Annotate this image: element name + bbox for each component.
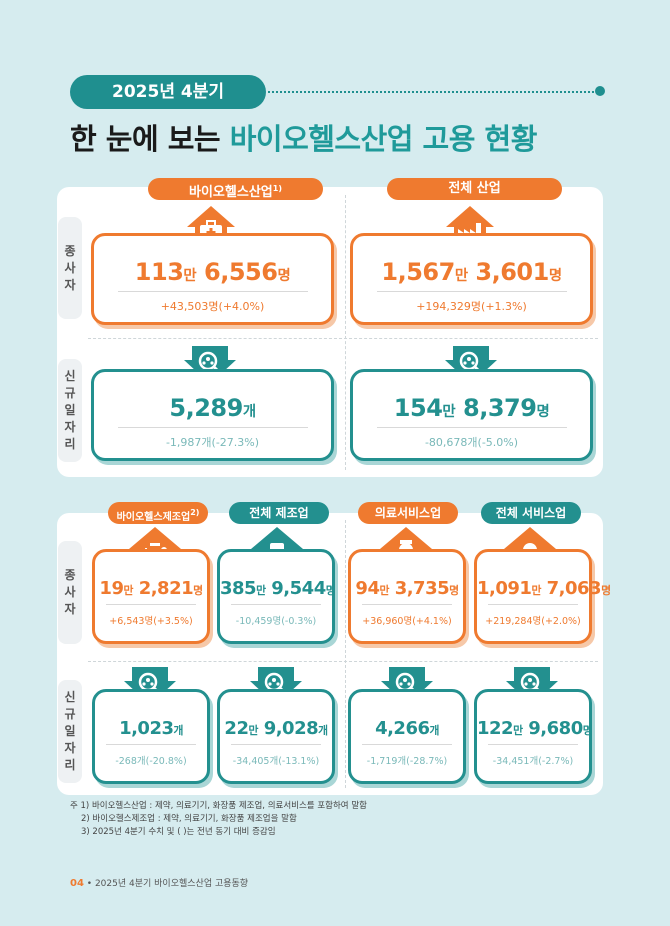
- bottom-divider-v: [345, 520, 346, 788]
- bio-mfg-jobs-value: 1,023개: [119, 718, 183, 739]
- all-services-employed-change: +219,284명(+2.0%): [485, 616, 581, 627]
- all-jobs-change: -80,678개(-5.0%): [424, 436, 519, 449]
- dotted-line-end: [595, 86, 605, 96]
- all-services-employed-value: 1,091만 7,063명: [477, 578, 611, 599]
- card-medical-employed: 94만 3,735명 +36,960명(+4.1%): [348, 549, 466, 644]
- all-mfg-employed-value: 385만 9,544명: [220, 578, 336, 599]
- all-mfg-jobs-change: -34,405개(-13.1%): [232, 756, 320, 767]
- bio-mfg-employed-change: +6,543명(+3.5%): [109, 616, 193, 627]
- title-accent: 바이오헬스산업 고용 현황: [229, 122, 538, 156]
- card-bio-mfg-jobs: 1,023개 -268개(-20.8%): [92, 689, 210, 784]
- title-plain: 한 눈에 보는: [70, 122, 230, 156]
- card-bio-mfg-employed: 19만 2,821명 +6,543명(+3.5%): [92, 549, 210, 644]
- footnote-3: 3) 2025년 4분기 수치 및 ( )는 전년 동기 대비 증감임: [81, 827, 276, 837]
- card-all-mfg-employed: 385만 9,544명 -10,459명(-0.3%): [217, 549, 336, 644]
- top-divider-v: [345, 195, 346, 470]
- all-jobs-value: 154만 8,379명: [393, 394, 550, 422]
- page-title: 한 눈에 보는 바이오헬스산업 고용 현황: [70, 116, 537, 158]
- tag-all-manufacturing: 전체 제조업: [229, 502, 329, 524]
- card-all-jobs: 154만 8,379명 -80,678개(-5.0%): [350, 369, 593, 461]
- page-number: 04: [70, 878, 84, 889]
- tag-bio-industry: 바이오헬스산업1): [148, 178, 323, 200]
- card-all-mfg-jobs: 22만 9,028개 -34,405개(-13.1%): [217, 689, 335, 784]
- medical-jobs-value: 4,266개: [375, 718, 439, 739]
- bio-jobs-change: -1,987개(-27.3%): [165, 436, 260, 449]
- dotted-line: [268, 91, 598, 93]
- bottom-divider-h: [88, 661, 598, 662]
- footnote-1: 주 1) 바이오헬스산업 : 제약, 의료기기, 화장품 제조업, 의료서비스를…: [70, 801, 367, 811]
- card-medical-jobs: 4,266개 -1,719개(-28.7%): [348, 689, 466, 784]
- bio-employed-change: +43,503명(+4.0%): [160, 300, 265, 313]
- footer-text: • 2025년 4분기 바이오헬스산업 고용동향: [83, 879, 249, 889]
- all-mfg-jobs-value: 22만 9,028개: [224, 718, 328, 739]
- bio-employed-value: 113만 6,556명: [134, 258, 291, 286]
- card-all-employed: 1,567만 3,601명 +194,329명(+1.3%): [350, 233, 593, 325]
- all-employed-change: +194,329명(+1.3%): [416, 300, 527, 313]
- medical-employed-value: 94만 3,735명: [355, 578, 459, 599]
- medical-employed-change: +36,960명(+4.1%): [362, 616, 452, 627]
- bio-mfg-jobs-change: -268개(-20.8%): [115, 756, 187, 767]
- medical-jobs-change: -1,719개(-28.7%): [366, 756, 448, 767]
- all-mfg-employed-change: -10,459명(-0.3%): [235, 616, 317, 627]
- tag-all-services: 전체 서비스업: [481, 502, 581, 524]
- period-pill: 2025년 4분기: [70, 75, 266, 109]
- tag-all-industry: 전체 산업: [387, 178, 562, 200]
- tag-bio-manufacturing: 바이오헬스제조업2): [108, 502, 208, 524]
- bio-jobs-value: 5,289개: [169, 394, 256, 422]
- card-all-services-employed: 1,091만 7,063명 +219,284명(+2.0%): [474, 549, 611, 644]
- tag-medical-services: 의료서비스업: [358, 502, 458, 524]
- footnote-2: 2) 바이오헬스제조업 : 제약, 의료기기, 화장품 제조업을 말함: [81, 814, 297, 824]
- card-bio-jobs: 5,289개 -1,987개(-27.3%): [91, 369, 334, 461]
- all-employed-value: 1,567만 3,601명: [381, 258, 562, 286]
- card-bio-employed: 113만 6,556명 +43,503명(+4.0%): [91, 233, 334, 325]
- all-services-jobs-change: -34,451개(-2.7%): [492, 756, 574, 767]
- all-services-jobs-value: 122만 9,680명: [477, 718, 593, 739]
- card-all-services-jobs: 122만 9,680명 -34,451개(-2.7%): [474, 689, 593, 784]
- top-divider-h: [88, 338, 598, 339]
- bio-mfg-employed-value: 19만 2,821명: [99, 578, 203, 599]
- footnotes: 주 1) 바이오헬스산업 : 제약, 의료기기, 화장품 제조업, 의료서비스를…: [70, 800, 367, 839]
- page-footer: 04 • 2025년 4분기 바이오헬스산업 고용동향: [70, 876, 248, 889]
